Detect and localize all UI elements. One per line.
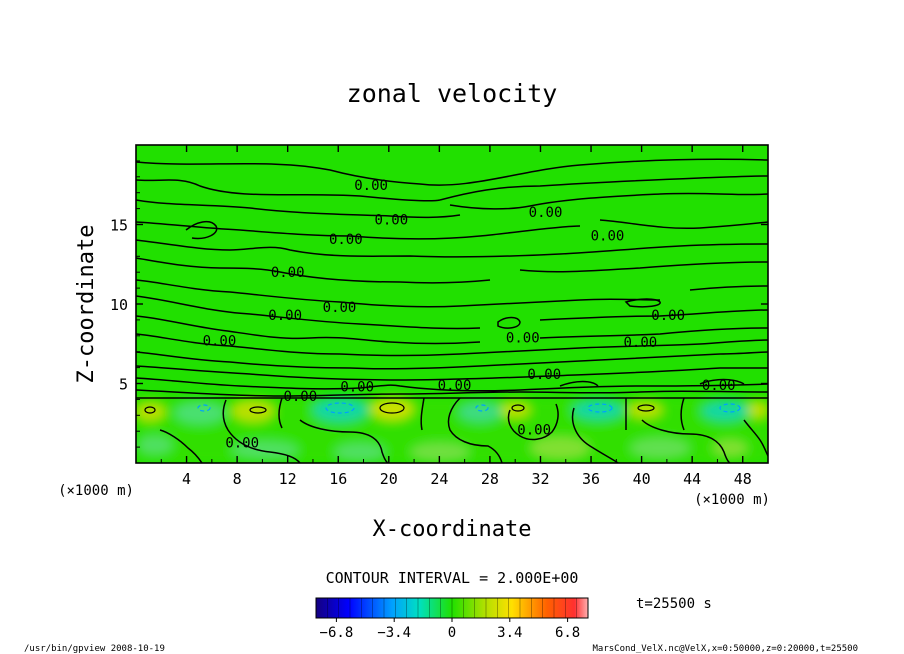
y-axis-label: Z-coordinate [74, 225, 99, 384]
surface-layer [136, 397, 768, 463]
contour-label: 0.00 [268, 308, 302, 324]
negative-contours [197, 402, 741, 414]
x-tick-label: 8 [233, 470, 242, 488]
colorbar-ticks: −6.8 −3.4 0 3.4 6.8 [320, 598, 580, 641]
colorbar-tick-label: −3.4 [377, 625, 411, 641]
contour-label: 0.00 [374, 213, 408, 229]
footer-left: /usr/bin/gpview 2008-10-19 [24, 644, 165, 654]
x-axis: 4 8 12 16 20 24 28 32 36 40 44 48 [160, 145, 752, 488]
x-tick-label: 36 [582, 470, 600, 488]
time-label: t=25500 s [636, 596, 712, 612]
contour-label: 0.00 [438, 378, 472, 394]
x-unit-left: (×1000 m) [58, 483, 134, 499]
footer-right: MarsCond_VelX.nc@VelX,x=0:50000,z=0:2000… [592, 644, 858, 654]
x-tick-label: 28 [481, 470, 499, 488]
colorbar-tick-label: −6.8 [320, 625, 354, 641]
contour-lines [136, 158, 768, 463]
y-axis: 5 10 15 [110, 160, 768, 448]
y-tick-label: 10 [110, 296, 128, 314]
chart-title: zonal velocity [347, 79, 558, 108]
x-axis-label: X-coordinate [373, 517, 532, 542]
contour-label: 0.00 [591, 229, 625, 245]
contour-label: 0.00 [529, 205, 563, 221]
contour-label: 0.00 [283, 389, 317, 405]
x-tick-label: 20 [380, 470, 398, 488]
contour-label: 0.00 [203, 334, 237, 350]
contour-label: 0.00 [623, 335, 657, 351]
x-tick-label: 32 [531, 470, 549, 488]
contour-label: 0.00 [323, 300, 357, 316]
contour-label: 0.00 [354, 178, 388, 194]
contour-label: 0.00 [527, 367, 561, 383]
x-tick-label: 16 [329, 470, 347, 488]
contour-labels: 0.00 0.00 0.00 0.00 0.00 0.00 0.00 0.00 0.00 0.00… [203, 178, 736, 452]
contour-label: 0.00 [506, 330, 540, 346]
colorbar-tick-label: 0 [448, 625, 456, 641]
plot-area: 0.00 0.00 0.00 0.00 0.00 0.00 0.00 0.00 0.00 0.00… [136, 145, 768, 463]
y-tick-label: 5 [119, 376, 128, 394]
x-tick-label: 48 [734, 470, 752, 488]
colorbar-tick-label: 6.8 [555, 625, 580, 641]
contour-label: 0.00 [225, 435, 259, 451]
contour-label: 0.00 [517, 423, 551, 439]
y-tick-label: 15 [110, 217, 128, 235]
contour-label: 0.00 [340, 380, 374, 396]
contour-label: 0.00 [651, 308, 685, 324]
contour-interval-text: CONTOUR INTERVAL = 2.000E+00 [326, 569, 579, 587]
colorbar-tick-label: 3.4 [497, 625, 522, 641]
x-tick-label: 24 [430, 470, 448, 488]
positive-contours [144, 402, 655, 414]
x-tick-label: 12 [279, 470, 297, 488]
contour-label: 0.00 [329, 232, 363, 248]
contour-label: 0.00 [702, 378, 736, 394]
x-tick-label: 44 [683, 470, 701, 488]
x-unit-right: (×1000 m) [694, 492, 770, 508]
x-tick-label: 40 [633, 470, 651, 488]
contour-label: 0.00 [271, 265, 305, 281]
x-tick-label: 4 [182, 470, 191, 488]
